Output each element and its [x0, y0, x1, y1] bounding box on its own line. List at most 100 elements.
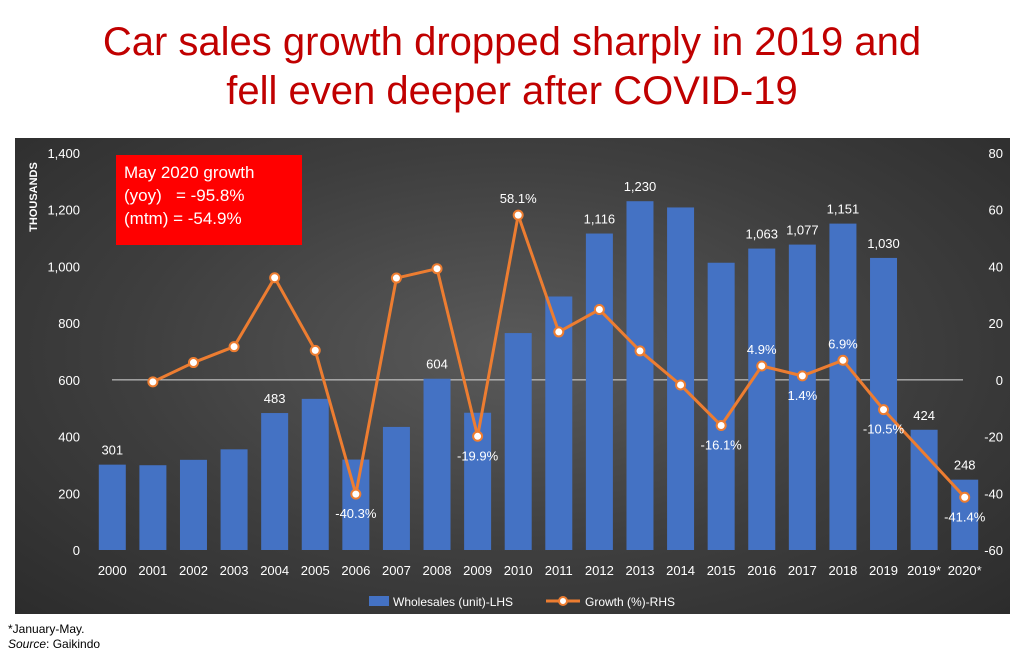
bar-value-label: 424 [913, 408, 935, 423]
growth-value-label: 6.9% [828, 336, 858, 351]
right-tick-label: 40 [989, 259, 1003, 274]
growth-line-segment [719, 364, 764, 428]
bar-value-label: 1,063 [745, 227, 778, 242]
legend-label-bars: Wholesales (unit)-LHS [393, 595, 513, 609]
x-tick-label: 2009 [463, 563, 492, 578]
growth-line-segment [273, 276, 317, 352]
y-axis-label: THOUSANDS [28, 162, 40, 232]
bar [261, 413, 289, 550]
growth-line-segment [476, 213, 520, 438]
right-tick-label: -40 [984, 486, 1003, 501]
bar [748, 248, 776, 550]
growth-value-label: 4.9% [747, 342, 777, 357]
x-tick-label: 2016 [747, 563, 776, 578]
left-tick-label: 800 [58, 316, 80, 331]
title-line-1: Car sales growth dropped sharply in 2019… [102, 20, 922, 64]
bar [98, 464, 126, 550]
bar [423, 378, 451, 550]
growth-point [350, 488, 362, 500]
bar [382, 426, 410, 550]
annotation-line-2: (yoy) = -95.8% [124, 186, 245, 205]
annotation-box: May 2020 growth (yoy) = -95.8% (mtm) = -… [116, 155, 302, 245]
growth-line-segment [151, 361, 195, 384]
x-tick-label: 2013 [626, 563, 655, 578]
growth-line-segment [679, 383, 723, 428]
x-tick-label: 2015 [707, 563, 736, 578]
title-line-2: fell even deeper after COVID-19 [226, 69, 798, 113]
bar [220, 449, 248, 550]
growth-value-label: -41.4% [944, 509, 986, 524]
bar [829, 223, 857, 550]
growth-value-label: 1.4% [788, 388, 818, 403]
growth-point [878, 404, 890, 416]
x-tick-label: 2020* [948, 563, 982, 578]
bar [301, 398, 329, 550]
footnote: *January-May. Source: Gaikindo [8, 622, 100, 652]
x-tick-label: 2019* [907, 563, 941, 578]
bar [870, 257, 898, 550]
growth-point [593, 304, 605, 316]
x-tick-label: 2018 [828, 563, 857, 578]
bar [545, 296, 573, 550]
growth-point [512, 209, 524, 221]
bar [626, 201, 654, 550]
right-tick-label: 20 [989, 316, 1003, 331]
bar [951, 479, 979, 550]
growth-point [796, 370, 808, 382]
growth-point [959, 491, 971, 503]
bar-value-label: 1,230 [624, 179, 657, 194]
growth-line-segment [313, 348, 358, 496]
source-value: : Gaikindo [46, 637, 101, 651]
left-tick-label: 1,000 [47, 259, 80, 274]
left-tick-label: 1,400 [47, 146, 80, 161]
growth-line-segment [435, 267, 480, 438]
growth-line-segment [760, 364, 804, 378]
growth-point [309, 344, 321, 356]
growth-point [228, 341, 240, 353]
growth-point [553, 326, 565, 338]
x-tick-label: 2003 [220, 563, 249, 578]
legend-swatch-marker [558, 596, 568, 606]
bar [179, 459, 207, 550]
bar [788, 244, 816, 550]
growth-line-segment [800, 358, 845, 378]
x-tick-label: 2008 [423, 563, 452, 578]
bar [504, 333, 532, 550]
growth-line-segment [597, 308, 642, 353]
growth-value-label: -10.5% [863, 422, 905, 437]
x-tick-label: 2007 [382, 563, 411, 578]
right-tick-label: 60 [989, 203, 1003, 218]
growth-line-segment [882, 408, 967, 499]
bar-value-label: 483 [264, 391, 286, 406]
growth-line-segment [841, 358, 886, 412]
growth-point [837, 354, 849, 366]
x-tick-label: 2019 [869, 563, 898, 578]
bar [139, 465, 167, 550]
growth-line-segment [557, 308, 601, 334]
bar-value-label: 301 [101, 443, 123, 458]
growth-value-label: -16.1% [701, 438, 743, 453]
x-tick-label: 2005 [301, 563, 330, 578]
right-tick-label: 0 [996, 373, 1003, 388]
x-tick-label: 2001 [138, 563, 167, 578]
x-tick-label: 2011 [545, 563, 573, 578]
x-tick-label: 2012 [585, 563, 614, 578]
legend-swatch-bars [369, 596, 389, 606]
growth-point [756, 360, 768, 372]
bar [585, 233, 613, 550]
bar [910, 429, 938, 550]
growth-line-segment [232, 276, 277, 349]
growth-value-label: 58.1% [500, 191, 537, 206]
growth-line-segment [354, 276, 398, 496]
growth-point [187, 357, 199, 369]
x-tick-label: 2000 [98, 563, 127, 578]
left-tick-label: 0 [73, 543, 80, 558]
growth-line-segment [516, 213, 561, 334]
growth-line-segment [394, 267, 439, 280]
growth-point [431, 263, 443, 275]
source-line: Source: Gaikindo [8, 637, 100, 652]
bar-value-label: 1,151 [827, 202, 860, 217]
x-tick-label: 2010 [504, 563, 533, 578]
growth-point [147, 376, 159, 388]
growth-point [715, 420, 727, 432]
